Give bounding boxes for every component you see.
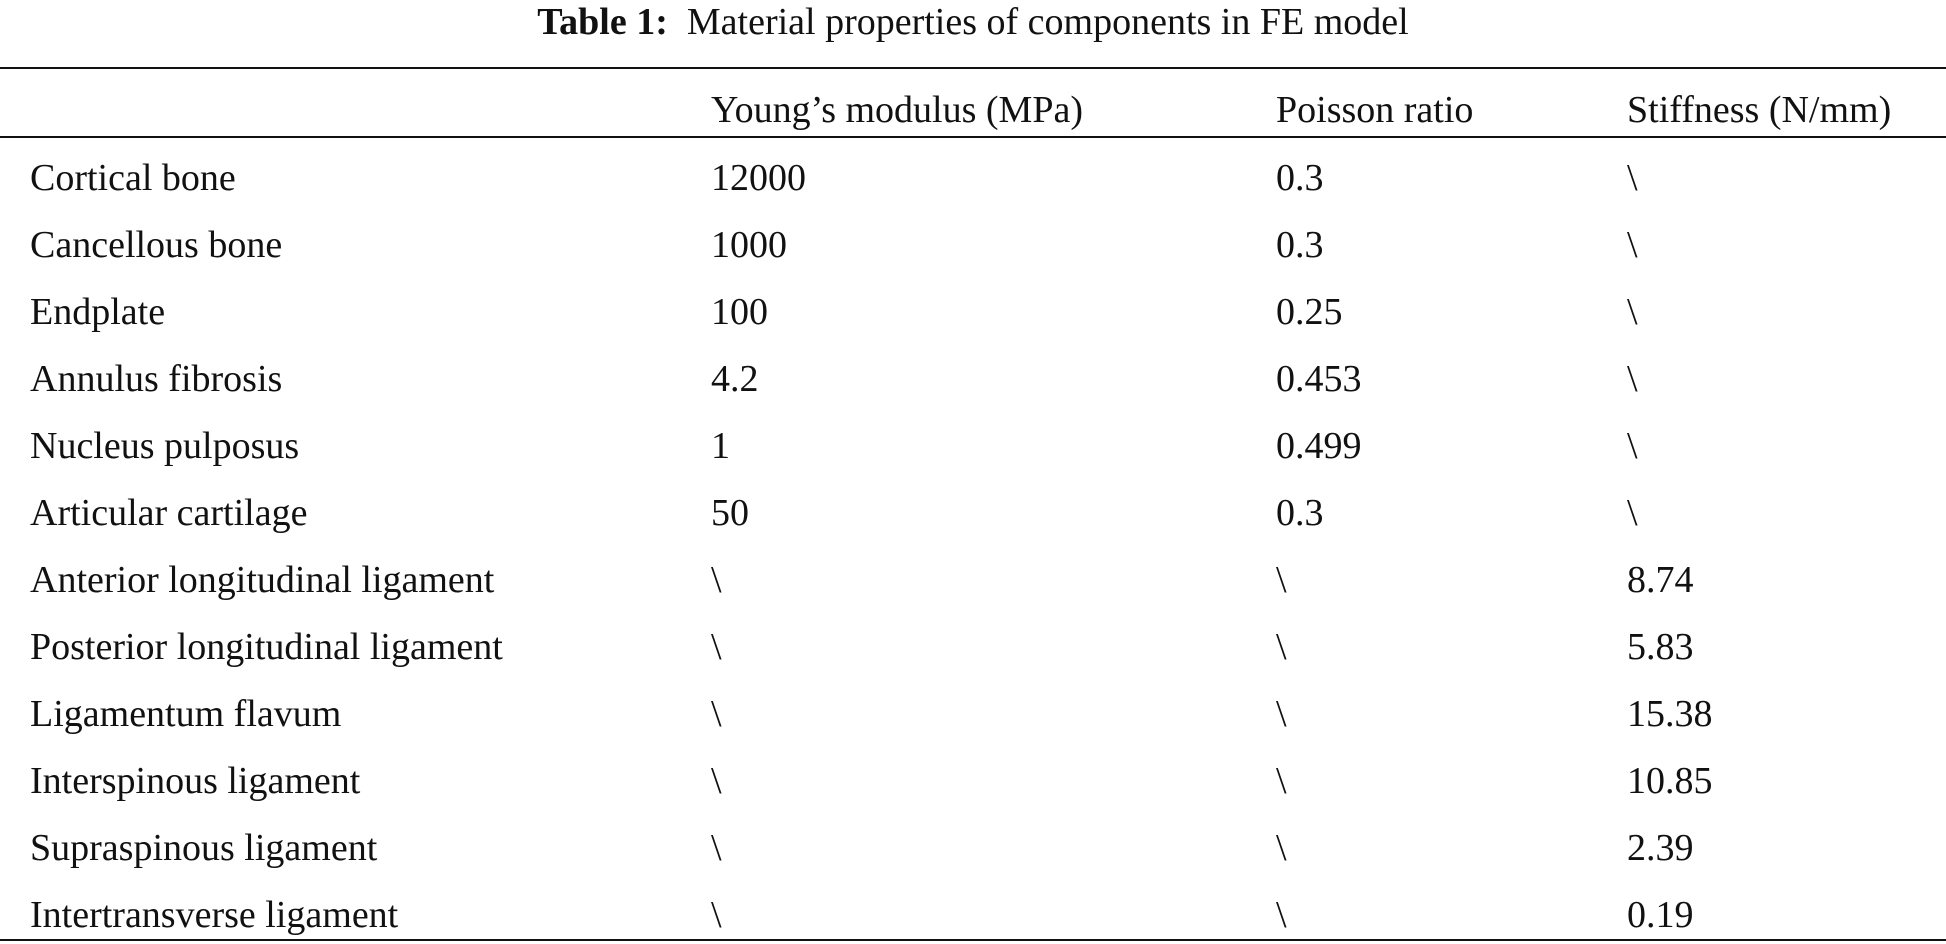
column-header: Young’s modulus (MPa): [711, 89, 1083, 131]
table-cell: 4.2: [711, 358, 759, 400]
table-cell: 15.38: [1627, 693, 1713, 735]
row-label: Ligamentum flavum: [30, 693, 342, 735]
bottom-rule: [0, 939, 1946, 941]
row-label: Annulus fibrosis: [30, 358, 283, 400]
row-label: Supraspinous ligament: [30, 827, 378, 869]
table-cell: 12000: [711, 157, 806, 199]
table-cell: \: [711, 559, 722, 601]
table-cell: 1000: [711, 224, 787, 266]
table-cell: \: [711, 626, 722, 668]
table-cell: 0.19: [1627, 894, 1694, 936]
table-cell: \: [1276, 559, 1287, 601]
table-cell: 0.25: [1276, 291, 1343, 333]
row-label: Nucleus pulposus: [30, 425, 300, 467]
table-cell: 0.3: [1276, 492, 1324, 534]
table-cell: \: [1627, 358, 1638, 400]
table-cell: \: [1627, 425, 1638, 467]
column-header: Stiffness (N/mm): [1627, 89, 1892, 131]
table-cell: 100: [711, 291, 768, 333]
header-rule: [0, 136, 1946, 138]
table-label: Table 1:: [537, 1, 668, 43]
table-cell: 2.39: [1627, 827, 1694, 869]
table-cell: \: [1627, 224, 1638, 266]
table-cell: 10.85: [1627, 760, 1713, 802]
row-label: Posterior longitudinal ligament: [30, 626, 503, 668]
table-cell: \: [711, 693, 722, 735]
table-cell: 0.453: [1276, 358, 1362, 400]
table-cell: \: [1627, 157, 1638, 199]
table-cell: \: [1276, 760, 1287, 802]
row-label: Cancellous bone: [30, 224, 283, 266]
table-cell: \: [1627, 492, 1638, 534]
table-cell: 1: [711, 425, 730, 467]
table-cell: \: [1276, 693, 1287, 735]
table-cell: \: [1276, 894, 1287, 936]
row-label: Cortical bone: [30, 157, 236, 199]
table-cell: 0.3: [1276, 224, 1324, 266]
row-label: Articular cartilage: [30, 492, 308, 534]
column-header: Poisson ratio: [1276, 89, 1474, 131]
table-title: Material properties of components in FE …: [686, 1, 1409, 43]
row-label: Intertransverse ligament: [30, 894, 399, 936]
table-cell: \: [1627, 291, 1638, 333]
table-cell: 50: [711, 492, 749, 534]
table-cell: 5.83: [1627, 626, 1694, 668]
table-cell: 0.3: [1276, 157, 1324, 199]
caption: Table 1: Material properties of componen…: [0, 0, 1946, 44]
row-label: Anterior longitudinal ligament: [30, 559, 495, 601]
table-cell: \: [1276, 626, 1287, 668]
table-cell: \: [711, 894, 722, 936]
row-label: Endplate: [30, 291, 166, 333]
table-cell: \: [711, 760, 722, 802]
table-cell: 8.74: [1627, 559, 1694, 601]
table-cell: \: [711, 827, 722, 869]
top-rule: [0, 67, 1946, 69]
row-label: Interspinous ligament: [30, 760, 361, 802]
table-cell: \: [1276, 827, 1287, 869]
table-cell: 0.499: [1276, 425, 1362, 467]
